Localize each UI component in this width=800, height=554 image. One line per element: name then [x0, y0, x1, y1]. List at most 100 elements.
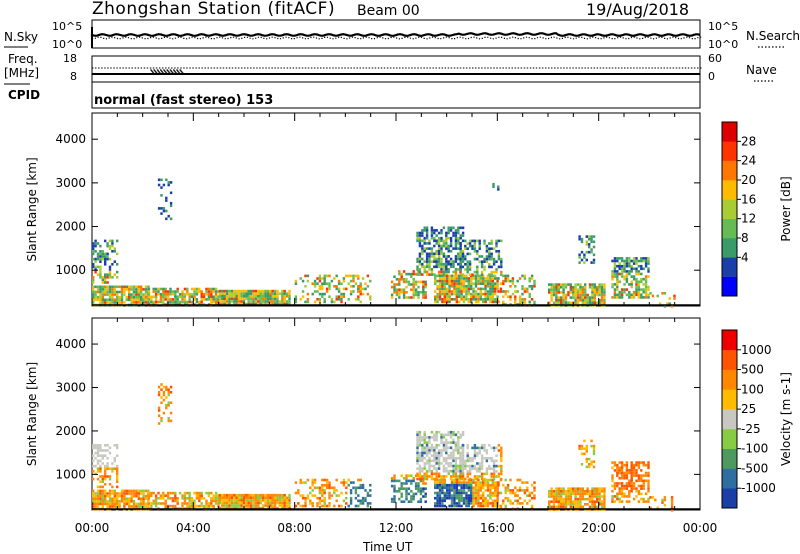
power-cell [240, 302, 243, 306]
velocity-cell [483, 477, 486, 481]
power-cell [237, 295, 241, 298]
power-cell [478, 244, 481, 248]
velocity-cell [99, 464, 102, 468]
velocity-cell [479, 502, 482, 505]
power-cell [477, 282, 480, 285]
power-cell [395, 291, 399, 294]
velocity-cell [438, 491, 442, 495]
velocity-cell [613, 463, 617, 467]
nsky-tick-low: 10^0 [52, 38, 83, 51]
velocity-cell [435, 459, 438, 463]
velocity-cell [176, 499, 179, 503]
velocity-cell [457, 443, 460, 447]
velocity-cell [240, 506, 243, 510]
velocity-cell [437, 451, 441, 455]
power-cell [101, 288, 104, 291]
power-cell [304, 300, 307, 304]
power-cell [183, 298, 187, 301]
power-cell [210, 287, 213, 291]
power-cell [555, 296, 558, 299]
velocity-cell [395, 479, 399, 483]
velocity-cell [462, 481, 466, 484]
velocity-cell [294, 491, 298, 495]
velocity-cell [584, 490, 587, 493]
velocity-cell [410, 497, 413, 501]
velocity-cell [345, 491, 348, 495]
power-cell [616, 272, 619, 276]
power-cell [632, 293, 636, 297]
power-cell [459, 226, 462, 230]
power-cell [499, 282, 503, 285]
power-cell [443, 290, 446, 293]
velocity-cell [492, 462, 496, 465]
power-cell [521, 300, 524, 304]
power-cell [416, 260, 419, 263]
power-cell [452, 262, 455, 266]
power-cell [552, 283, 556, 286]
velocity-cell [497, 483, 500, 487]
velocity-cell [552, 505, 556, 509]
velocity-cell [453, 483, 456, 487]
power-cell [443, 295, 446, 298]
power-cell [412, 270, 415, 273]
velocity-cell [457, 456, 460, 460]
velocity-cell [455, 504, 458, 508]
velocity-cell [218, 501, 222, 505]
velocity-cell [492, 472, 496, 476]
velocity-cell [472, 504, 475, 508]
velocity-cell [266, 501, 270, 505]
velocity-cell [452, 454, 455, 457]
power-cell [144, 288, 148, 291]
velocity-cell [450, 478, 454, 482]
velocity-cell [447, 454, 450, 457]
power-cell [445, 234, 448, 237]
power-cell [640, 257, 643, 260]
power-colorbar-segment [722, 238, 737, 258]
velocity-cell [557, 500, 560, 503]
velocity-cell [364, 499, 367, 503]
freq-tick-low: 8 [70, 70, 77, 83]
velocity-cell [147, 505, 150, 508]
velocity-cell [490, 459, 493, 463]
power-cell [468, 268, 472, 271]
power-cell [470, 285, 473, 288]
power-cell [455, 277, 458, 280]
velocity-cell [416, 454, 419, 457]
velocity-cell [435, 475, 438, 478]
power-cell [421, 234, 424, 237]
power-cell [550, 293, 553, 297]
power-cell [450, 290, 454, 293]
power-cell [125, 298, 128, 302]
power-cell [434, 295, 437, 298]
power-cell [474, 295, 478, 298]
power-cell [135, 295, 138, 299]
velocity-cell [162, 411, 166, 415]
power-cell [249, 300, 253, 303]
velocity-cell [526, 486, 529, 490]
power-cell [357, 285, 360, 288]
power-cell [92, 263, 95, 266]
velocity-cell [421, 459, 424, 463]
velocity-cell [113, 444, 116, 447]
power-cell [470, 282, 473, 285]
power-cell [323, 277, 326, 280]
power-cell [118, 295, 121, 299]
power-cell [445, 255, 448, 258]
power-cell [283, 300, 286, 303]
velocity-cell [435, 433, 438, 437]
power-cell [479, 282, 482, 285]
power-cell [433, 231, 436, 235]
power-cell [412, 272, 415, 276]
power-cell [466, 265, 469, 269]
power-cell [491, 290, 494, 293]
velocity-cell [120, 500, 124, 503]
velocity-cell [640, 497, 643, 501]
power-cell [450, 282, 454, 285]
velocity-cell [611, 489, 614, 493]
velocity-cell [423, 467, 426, 470]
power-cell [94, 270, 97, 274]
power-cell [169, 290, 172, 293]
power-cell [395, 288, 399, 291]
velocity-cell [454, 443, 458, 447]
velocity-cell [616, 492, 619, 496]
